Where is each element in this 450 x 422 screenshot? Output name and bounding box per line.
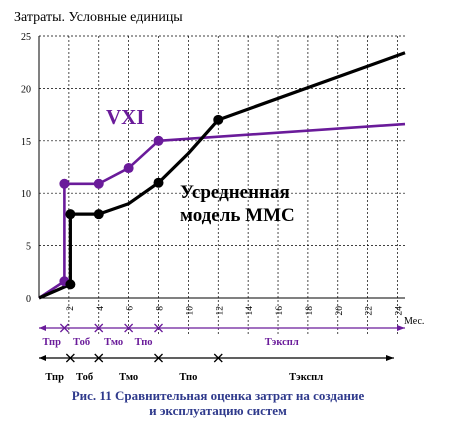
series-marker-vxi-2	[93, 178, 104, 189]
x-tick-label-8: 8	[156, 306, 166, 311]
figure-caption-line-1: Рис. 11 Сравнительная оценка затрат на с…	[72, 388, 365, 403]
phase-row-2-arrowhead	[386, 355, 394, 361]
x-tick-label-22: 22	[365, 306, 375, 316]
x-tick-label-14: 14	[245, 306, 255, 316]
series-marker-mms-4	[213, 114, 224, 125]
phase-row-2-label-4: Тэкспл	[289, 372, 323, 383]
phase-row-1-label-3: Тпо	[135, 337, 153, 348]
x-tick-label-10: 10	[185, 306, 195, 316]
y-tick-label-5: 5	[26, 242, 31, 253]
phase-row-1-label-4: Тэкспл	[265, 337, 299, 348]
y-tick-label-0: 0	[26, 294, 31, 305]
series-marker-vxi-1	[59, 178, 70, 189]
x-tick-label-4: 4	[96, 306, 106, 311]
series-label-vxi: VXI	[106, 105, 145, 129]
x-tick-label-18: 18	[305, 306, 315, 316]
phase-row-1-boundary-1	[59, 323, 69, 333]
x-tick-label-12: 12	[215, 306, 225, 316]
phase-row-2-label-2: Тмо	[119, 372, 138, 383]
phase-row-1-arrowhead	[397, 325, 405, 331]
phase-row-2-boundary-4	[213, 353, 223, 363]
series-marker-mms-1	[65, 209, 76, 220]
phase-row-2-start-arrow	[39, 355, 46, 361]
phase-row-2-boundary-3	[154, 353, 163, 363]
x-tick-label-2: 2	[66, 306, 76, 311]
y-axis-title: Затраты. Условные единицы	[14, 10, 183, 25]
x-tick-label-16: 16	[275, 306, 285, 316]
phase-row-1-boundary-3	[124, 323, 134, 333]
series-marker-vxi-4	[153, 135, 164, 146]
phase-row-2-label-1: Тоб	[76, 372, 93, 383]
figure-caption-line-2: и эксплуатацию систем	[149, 403, 287, 418]
series-line-mms	[38, 51, 406, 300]
x-tick-label-20: 20	[335, 306, 345, 316]
series-marker-mms-0	[65, 279, 76, 290]
series-marker-mms-2	[93, 209, 104, 220]
phase-row-2-boundary-1	[65, 353, 75, 363]
phase-row-2-label-0: Тпр	[45, 372, 64, 383]
phase-row-1-boundary-2	[94, 323, 104, 333]
x-tick-label-6: 6	[126, 306, 136, 311]
series-label-mms-line-1: Усредненная	[180, 182, 290, 203]
phase-row-1-label-2: Тмо	[104, 337, 123, 348]
phase-row-2-label-3: Тпо	[179, 372, 197, 383]
phase-row-1-boundary-4	[154, 323, 163, 333]
y-tick-label-20: 20	[21, 84, 31, 95]
phase-row-1-label-0: Тпр	[42, 337, 61, 348]
phase-row-2-boundary-2	[94, 353, 104, 363]
phase-row-1-start-arrow	[39, 325, 46, 331]
x-axis-unit: Мес.	[404, 316, 424, 327]
y-tick-label-10: 10	[21, 189, 31, 200]
plot-background	[39, 36, 405, 298]
x-tick-label-24: 24	[395, 306, 405, 316]
series-marker-vxi-3	[123, 163, 134, 174]
series-label-mms-line-2: модель ММС	[180, 205, 295, 226]
series-marker-mms-3	[153, 177, 164, 188]
y-tick-label-25: 25	[21, 32, 31, 43]
y-tick-label-15: 15	[21, 137, 31, 148]
phase-row-1-label-1: Тоб	[73, 337, 90, 348]
